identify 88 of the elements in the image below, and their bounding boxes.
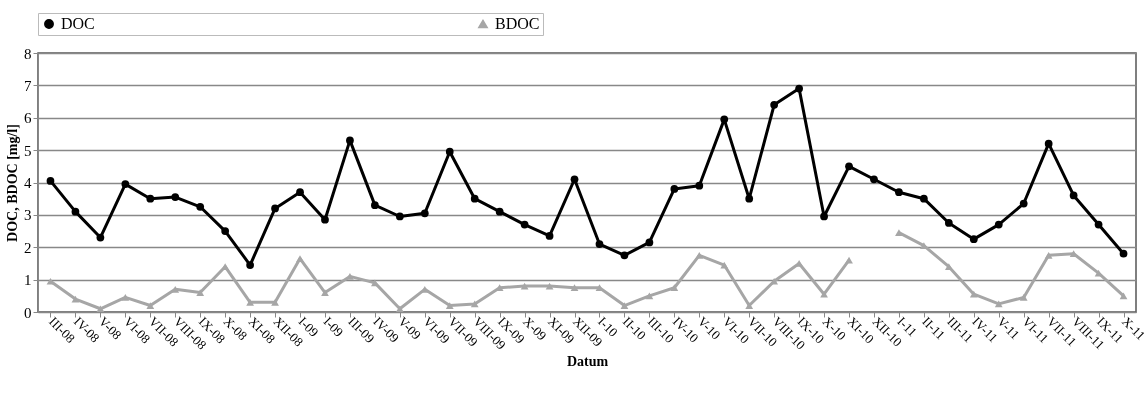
point <box>1094 220 1103 229</box>
y-tick-label: 4 <box>24 175 32 191</box>
point <box>371 201 379 210</box>
point <box>346 273 354 280</box>
point <box>845 162 853 171</box>
point <box>695 251 704 259</box>
point <box>1044 251 1053 259</box>
point <box>445 147 454 156</box>
point <box>1119 292 1128 300</box>
point <box>171 285 180 293</box>
point <box>870 175 878 184</box>
point <box>994 220 1003 229</box>
point <box>695 181 704 190</box>
x-axis-title: Datum <box>566 353 609 369</box>
point <box>371 279 379 287</box>
point <box>820 212 828 221</box>
point <box>745 302 754 309</box>
y-tick-label: 7 <box>24 77 32 94</box>
point <box>495 207 504 216</box>
point <box>96 233 105 242</box>
point <box>895 229 903 237</box>
point <box>1044 139 1053 148</box>
point <box>271 204 279 213</box>
point <box>645 238 654 247</box>
point <box>570 284 579 292</box>
point <box>944 263 953 271</box>
point <box>670 284 679 292</box>
point <box>845 256 853 264</box>
point <box>296 255 304 262</box>
point <box>570 175 579 184</box>
point <box>1069 191 1078 200</box>
point <box>969 235 978 244</box>
point <box>271 298 279 306</box>
x-tick-label: I-09 <box>320 313 347 340</box>
point <box>595 240 604 248</box>
point <box>445 302 454 309</box>
point <box>171 193 180 201</box>
point <box>246 261 254 269</box>
point <box>1019 294 1028 301</box>
point <box>994 300 1003 308</box>
point <box>545 232 554 240</box>
point <box>620 251 629 260</box>
point <box>121 180 130 188</box>
legend-label: BDOC <box>495 15 540 32</box>
point <box>221 263 230 271</box>
y-tick-label: 3 <box>24 207 32 224</box>
point <box>96 305 105 313</box>
y-tick-label: 5 <box>24 142 32 159</box>
point <box>745 194 754 203</box>
point <box>620 302 629 309</box>
point <box>46 177 55 185</box>
point <box>1019 199 1028 208</box>
point <box>196 202 205 211</box>
point <box>321 289 329 296</box>
point <box>770 100 779 109</box>
point <box>395 212 404 221</box>
point <box>944 219 953 227</box>
point <box>395 305 404 313</box>
point <box>795 84 803 93</box>
point <box>321 215 329 224</box>
legend-label: DOC <box>61 15 95 32</box>
point <box>246 298 254 306</box>
point <box>121 294 130 301</box>
point <box>470 194 479 203</box>
point <box>71 207 80 216</box>
point <box>520 220 529 229</box>
point <box>146 302 155 309</box>
point <box>969 290 978 298</box>
point <box>146 194 155 203</box>
y-tick-label: 0 <box>24 304 32 321</box>
point <box>895 188 903 197</box>
point <box>720 115 729 124</box>
point <box>196 289 205 296</box>
y-tick-label: 6 <box>24 110 32 127</box>
point <box>470 300 479 308</box>
y-tick-label: 2 <box>24 239 32 256</box>
point <box>645 292 654 300</box>
point <box>1119 249 1128 258</box>
point <box>346 136 354 145</box>
point <box>296 188 304 197</box>
point <box>221 227 230 235</box>
point <box>420 209 429 218</box>
y-tick-label: 1 <box>24 272 32 289</box>
y-axis-title: DOC, BDOC [mg/l] <box>5 124 20 242</box>
point <box>920 194 928 203</box>
y-tick-label: 8 <box>24 45 32 62</box>
point <box>820 290 828 298</box>
point <box>670 185 679 193</box>
